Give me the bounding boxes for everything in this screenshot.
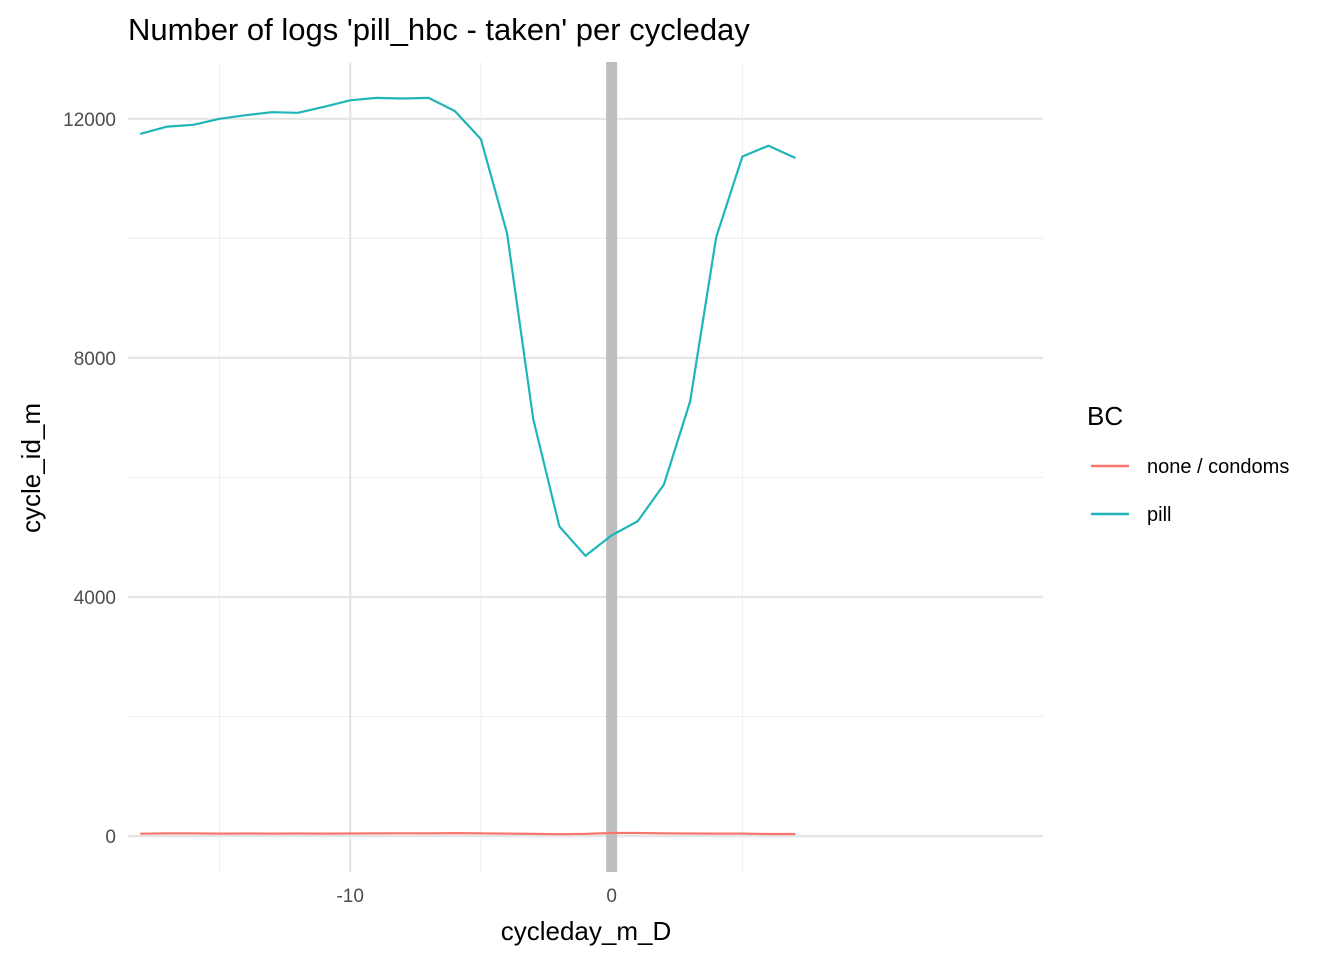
x-axis-title: cycleday_m_D xyxy=(501,916,672,946)
legend-label-none-condoms: none / condoms xyxy=(1147,456,1289,478)
plot-panel xyxy=(128,62,1043,872)
major-gridlines xyxy=(128,62,1043,872)
minor-gridlines xyxy=(128,62,1043,872)
y-tick-label: 8000 xyxy=(74,349,116,370)
x-tick-label: 0 xyxy=(606,886,617,907)
legend-label-pill: pill xyxy=(1147,504,1171,526)
y-axis-ticks: 0 4000 8000 12000 xyxy=(63,110,116,848)
x-axis-ticks: -10 0 xyxy=(336,886,616,907)
series-line-none-condoms xyxy=(140,831,796,836)
series-line-pill xyxy=(140,96,796,557)
legend: BC none / condoms pill xyxy=(1087,401,1289,526)
y-axis-title: cycle_id_m xyxy=(16,403,46,533)
legend-items: none / condoms pill xyxy=(1091,456,1289,526)
chart-title: Number of logs 'pill_hbc - taken' per cy… xyxy=(128,12,750,47)
series-layer xyxy=(140,96,796,836)
y-tick-label: 12000 xyxy=(63,110,116,131)
legend-title: BC xyxy=(1087,401,1123,431)
y-tick-label: 0 xyxy=(105,827,116,848)
x-tick-label: -10 xyxy=(336,886,363,907)
y-tick-label: 4000 xyxy=(74,588,116,609)
